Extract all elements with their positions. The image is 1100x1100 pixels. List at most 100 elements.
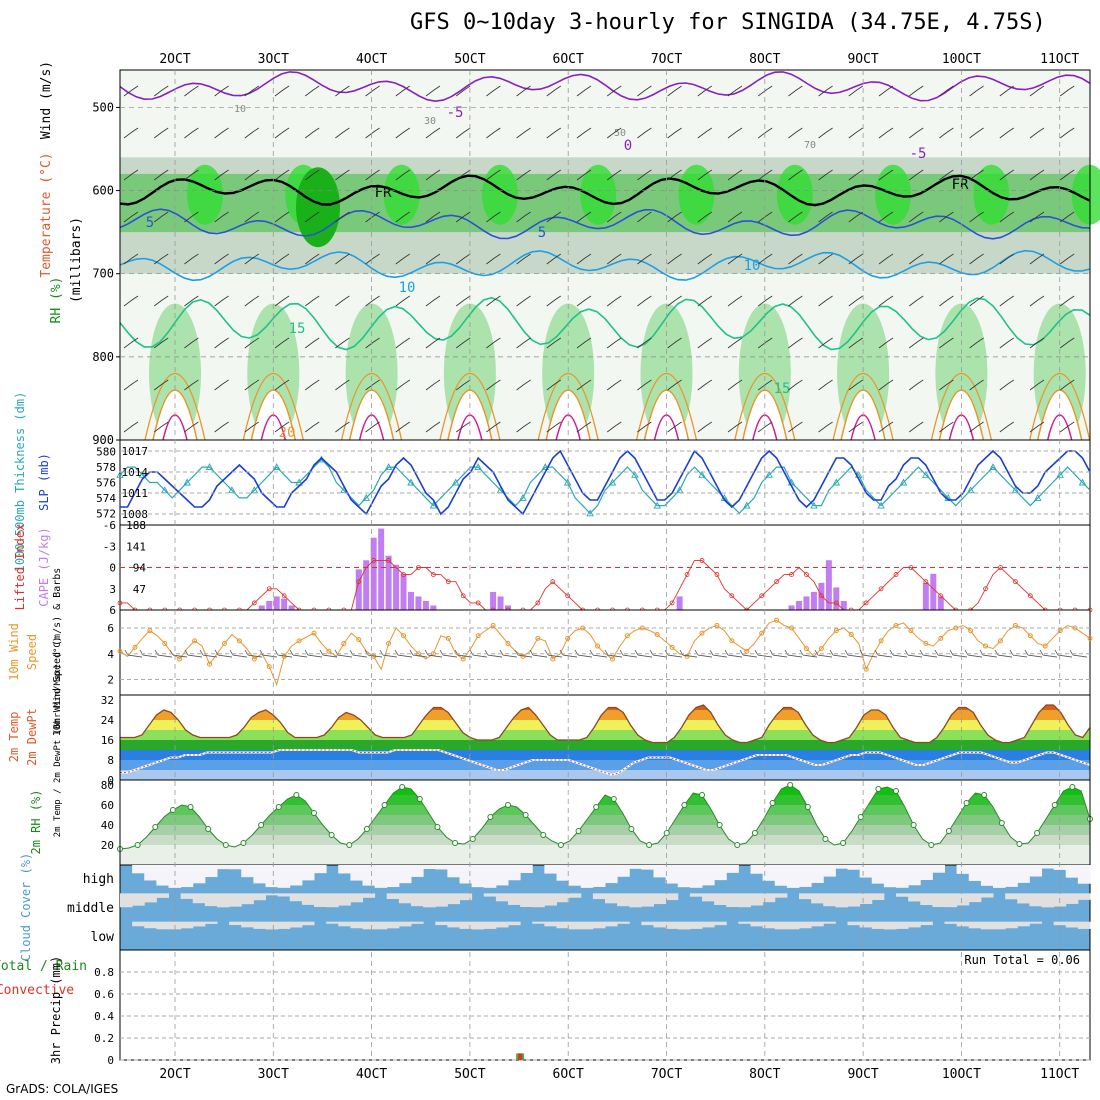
cloud-gap xyxy=(241,865,254,878)
wind-speed-marker xyxy=(311,630,317,636)
wind-barb xyxy=(969,169,984,181)
wind-barb xyxy=(788,295,803,307)
wind-tick-label: 2 xyxy=(107,674,114,687)
wind-barb xyxy=(425,169,441,181)
thickness-marker xyxy=(116,470,124,478)
cloud-gap xyxy=(277,865,291,888)
wind-barb xyxy=(637,379,652,391)
wind-barb xyxy=(697,295,713,307)
wind-barb xyxy=(365,169,380,181)
credit-text: GrADS: COLA/IGES xyxy=(6,1082,119,1096)
thickness-marker xyxy=(384,463,393,471)
rh-marker xyxy=(875,786,882,792)
slp-line xyxy=(120,449,1091,516)
wind-barb xyxy=(818,127,833,139)
wind-barb xyxy=(848,253,864,265)
isotherm-label: 5 xyxy=(146,215,154,231)
thickness-marker xyxy=(407,478,415,486)
wind-barb xyxy=(848,85,864,97)
wind-barb xyxy=(516,337,531,349)
cloud-gap xyxy=(1041,893,1055,908)
wind-barb xyxy=(546,379,562,391)
cape-bar xyxy=(497,596,504,610)
cape-bar xyxy=(490,591,497,610)
cloud-gap xyxy=(786,921,800,930)
rh-marker xyxy=(734,842,741,848)
cloud-row-label: middle xyxy=(67,901,114,916)
cloud-gap xyxy=(908,921,921,928)
wind-barb xyxy=(455,379,471,391)
wind-barb xyxy=(1059,211,1075,223)
wind-barb xyxy=(244,337,260,349)
surface-wind-barb xyxy=(1054,649,1073,658)
rh-band xyxy=(120,825,1090,835)
rh-marker xyxy=(575,828,582,834)
lifted-index-marker xyxy=(430,572,436,577)
cloud-gap xyxy=(265,865,279,888)
cloud-gap xyxy=(520,893,533,907)
cloud-gap xyxy=(774,893,788,898)
lifted-index-marker xyxy=(699,558,705,563)
wind-tick-label: 4 xyxy=(107,648,114,661)
wind-barb xyxy=(999,85,1015,97)
wind-barb xyxy=(999,421,1015,433)
temp-band xyxy=(120,730,1090,740)
wind-barb xyxy=(184,337,199,349)
rh-contour-label: 50 xyxy=(614,128,626,139)
rh-marker xyxy=(840,840,847,846)
wind-barb xyxy=(908,211,924,223)
wind-barb xyxy=(486,421,501,433)
cloud-gap xyxy=(714,921,727,926)
cloud-gap xyxy=(1065,865,1079,878)
rh-moist-cell xyxy=(973,164,1010,225)
wind-speed-marker xyxy=(595,643,601,649)
thickness-marker xyxy=(228,486,236,494)
cloud-gap xyxy=(774,865,788,886)
surface-wind-barb xyxy=(424,649,443,658)
rh-moist-cell xyxy=(1071,164,1100,225)
cape-bar xyxy=(937,596,944,610)
wind-barb xyxy=(848,211,864,223)
wind-speed-marker xyxy=(729,638,735,644)
pressure-tick-label: 700 xyxy=(92,267,114,281)
wind-barb xyxy=(395,337,411,349)
li-tick-label: -6 xyxy=(103,519,116,532)
wind-speed-marker xyxy=(654,631,660,637)
wind-speed-marker xyxy=(863,666,869,672)
li-tick-label: -3 xyxy=(103,540,116,553)
cloud-gap xyxy=(641,893,654,907)
cloud-gap xyxy=(411,921,424,924)
isotherm-20-outer xyxy=(1029,373,1091,441)
cloud-gap xyxy=(641,865,654,870)
wind-barb xyxy=(1029,85,1045,97)
cloud-gap xyxy=(253,893,266,901)
rh-moist-cell xyxy=(481,164,518,225)
cloud-gap xyxy=(689,921,703,929)
temp-band xyxy=(120,770,1090,780)
thickness-marker xyxy=(608,478,617,486)
rh-marker xyxy=(275,804,282,810)
wind-barb xyxy=(516,127,531,139)
cloud-gap xyxy=(386,921,400,929)
wind-barb xyxy=(969,295,984,307)
wind-barb xyxy=(1029,253,1045,265)
cloud-gap xyxy=(617,865,630,877)
cloud-gap xyxy=(156,921,169,930)
lifted-index-marker xyxy=(684,572,690,577)
wind-barb xyxy=(818,379,833,391)
wind-barb xyxy=(697,211,713,223)
wind-barb xyxy=(274,85,290,97)
rh-marker xyxy=(434,824,441,830)
wind-barb xyxy=(1059,421,1075,433)
isotherm-20-outer xyxy=(832,373,894,441)
wind-barb xyxy=(425,211,441,223)
wind-barb xyxy=(576,379,592,391)
cloud-gap xyxy=(326,921,339,924)
wind-barb xyxy=(153,211,169,223)
wind-barb xyxy=(365,211,380,223)
cloud-gap xyxy=(1065,921,1079,928)
cloud-row-label: low xyxy=(91,930,115,945)
cloud-gap xyxy=(653,921,667,928)
wind-speed-marker xyxy=(326,648,332,654)
cloud-gap xyxy=(956,865,970,874)
